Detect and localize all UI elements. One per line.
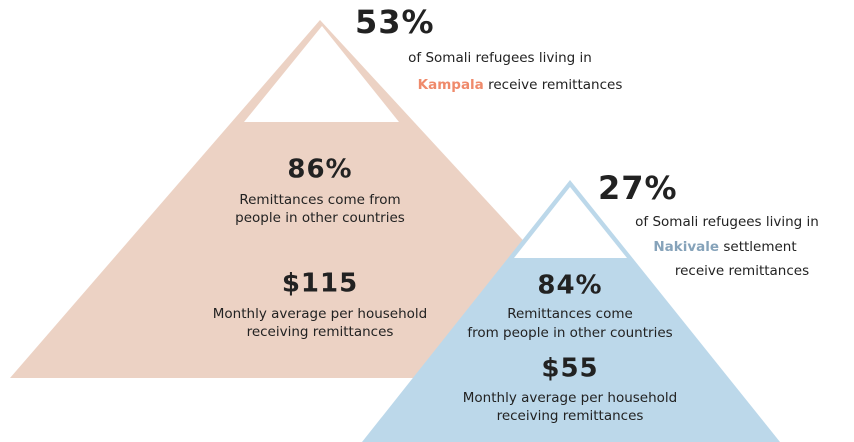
- stat-text: people in other countries: [235, 210, 405, 226]
- nakivale-percent: 27%: [598, 169, 678, 207]
- kampala-place: Kampala: [418, 77, 484, 93]
- nakivale-text: Nakivale settlement: [653, 239, 796, 255]
- stat-text: receiving remittances: [497, 408, 644, 424]
- kampala-percent: 53%: [355, 3, 435, 41]
- kampala-text: receive remittances: [488, 77, 622, 93]
- nakivale-tip: [514, 187, 627, 258]
- stat-text: Remittances come from: [239, 192, 400, 208]
- stat-text: receiving remittances: [247, 324, 394, 340]
- kampala-tip: [244, 26, 399, 122]
- nakivale-place: Nakivale: [653, 239, 719, 255]
- stat-text: from people in other countries: [467, 325, 672, 341]
- nakivale-text: of Somali refugees living in: [635, 214, 819, 230]
- stat-value: $55: [541, 354, 598, 384]
- nakivale-text: receive remittances: [675, 263, 809, 279]
- stat-value: $115: [282, 269, 358, 299]
- kampala-text: Kampala receive remittances: [418, 77, 623, 93]
- kampala-text: of Somali refugees living in: [408, 50, 592, 66]
- stat-value: 86%: [287, 155, 352, 185]
- stat-value: 84%: [537, 271, 602, 301]
- stat-text: Remittances come: [507, 306, 633, 322]
- nakivale-pyramid: [362, 180, 780, 442]
- stat-text: Monthly average per household: [463, 390, 677, 406]
- nakivale-text: settlement: [723, 239, 796, 255]
- stat-text: Monthly average per household: [213, 306, 427, 322]
